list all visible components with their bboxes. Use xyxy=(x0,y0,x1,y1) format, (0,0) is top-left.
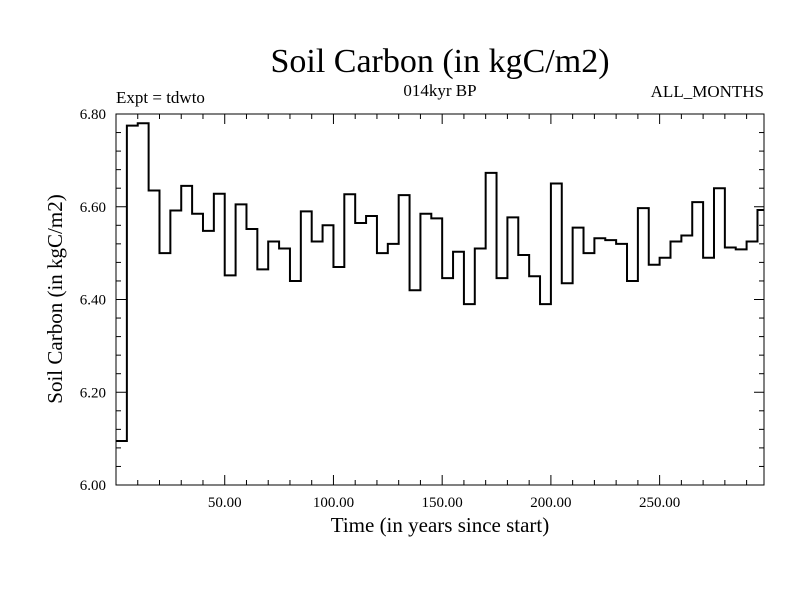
y-tick-label: 6.60 xyxy=(80,200,106,216)
series-line xyxy=(116,122,764,442)
y-tick-label: 6.20 xyxy=(80,385,106,401)
chart-title: Soil Carbon (in kgC/m2) xyxy=(270,43,609,80)
months-label: ALL_MONTHS xyxy=(651,82,764,101)
experiment-label: Expt = tdwto xyxy=(116,88,205,107)
y-tick-label: 6.00 xyxy=(80,478,106,494)
x-tick-label: 150.00 xyxy=(422,495,463,511)
series-group xyxy=(116,122,764,442)
period-label: 014kyr BP xyxy=(403,81,476,100)
y-tick-label: 6.80 xyxy=(80,107,106,123)
x-tick-label: 100.00 xyxy=(313,495,354,511)
plot-frame xyxy=(115,113,765,486)
x-tick-labels: 50.00 100.00 150.00 200.00 250.00 xyxy=(208,495,680,511)
axis-ticks xyxy=(116,113,764,486)
x-axis-label: Time (in years since start) xyxy=(331,513,550,537)
x-tick-label: 200.00 xyxy=(530,495,571,511)
y-axis-label: Soil Carbon (in kgC/m2) xyxy=(43,194,67,403)
x-tick-label: 50.00 xyxy=(208,495,242,511)
y-tick-label: 6.40 xyxy=(80,293,106,309)
x-tick-label: 250.00 xyxy=(639,495,680,511)
y-tick-labels: 6.00 6.20 6.40 6.60 6.80 xyxy=(80,107,106,494)
